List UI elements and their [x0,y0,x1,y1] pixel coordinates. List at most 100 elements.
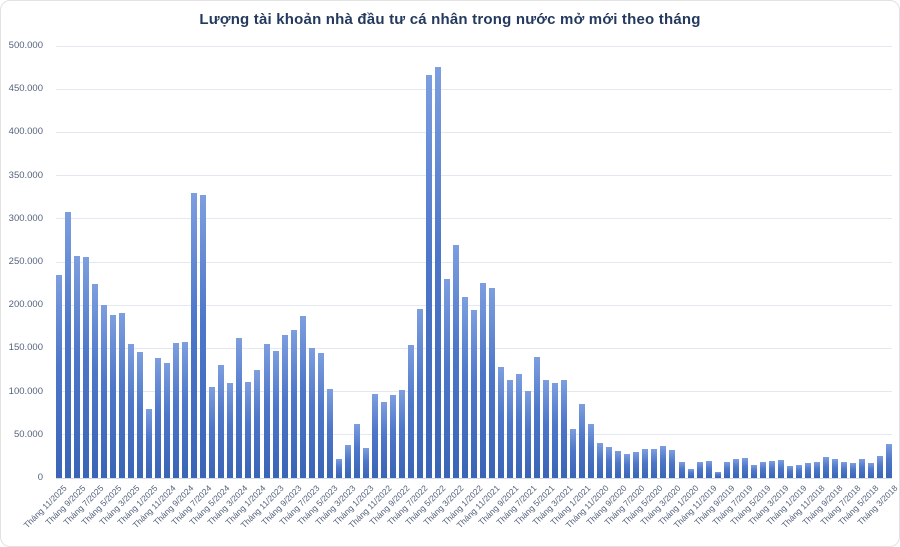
bar [669,450,676,478]
bar [380,401,387,478]
bar [480,282,487,478]
bar [92,283,99,478]
gridline [56,477,892,479]
bar [398,389,405,478]
gridline [56,175,892,177]
bar [732,459,739,478]
y-axis-tick-label: 450.000 [8,83,43,95]
chart-title: Lượng tài khoản nhà đầu tư cá nhân trong… [199,11,701,28]
bar [849,463,856,478]
bar [317,352,324,478]
gridline [56,131,892,133]
bar [326,389,333,478]
bar [723,461,730,478]
bar [218,364,225,478]
bar [344,445,351,478]
gridline [56,45,892,47]
bar [362,447,369,478]
bar [56,274,62,478]
bar [624,453,631,478]
bar [209,387,216,478]
bar [74,255,81,478]
bar [489,287,496,478]
bar [759,462,766,478]
bar [678,462,685,478]
bar [443,279,450,478]
bar [597,442,604,478]
bar [867,463,874,478]
bar [452,244,459,478]
bar [353,423,360,478]
bar [263,344,270,478]
bar [498,366,505,478]
bar [137,351,144,478]
gridline [56,88,892,90]
bar [813,461,820,478]
bar [660,446,667,478]
bar [876,455,883,478]
bar [840,461,847,478]
plot-area [56,45,892,479]
bar [795,465,802,478]
bar [786,465,793,478]
bar [804,463,811,478]
bar [525,390,532,478]
bar [552,382,559,478]
bar [200,194,207,478]
bar [696,461,703,478]
y-axis-tick-label: 100.000 [8,385,43,397]
bar [434,66,441,478]
bar [886,444,892,478]
bar [705,460,712,478]
bar [83,256,90,478]
bar [416,308,423,478]
bar [119,312,126,478]
bar [750,465,757,478]
bar [245,382,252,478]
bar [534,357,541,478]
bar [182,342,189,478]
y-axis-tick-label: 400.000 [8,126,43,138]
bar [425,75,432,478]
bar [516,374,523,478]
bar [308,348,315,478]
bar [471,310,477,478]
bar [254,370,261,478]
bar [651,448,658,478]
bar [561,380,568,478]
bar [191,192,198,478]
y-axis-tick-label: 500.000 [8,40,43,51]
y-axis-tick-label: 200.000 [8,299,43,311]
bar [858,459,865,478]
bar [831,459,838,478]
bar [588,423,595,478]
y-axis-tick-label: 50.000 [13,428,43,440]
y-axis-tick-label: 150.000 [8,342,43,354]
bar [290,330,297,478]
x-axis: Tháng 11/2025 Tháng 9/2025 Tháng 7/2025 Thá… [22,478,899,544]
bar [227,382,234,478]
bar [65,211,72,478]
bar [768,460,775,478]
bar [822,457,829,478]
bar [299,316,306,478]
y-axis-tick-label: 350.000 [8,169,43,181]
bar [110,314,117,478]
y-axis-tick-label: 250.000 [8,256,43,267]
bar [741,458,748,478]
bar [155,357,162,478]
bar [236,338,243,478]
bar [633,452,640,478]
bar [128,344,135,478]
gridline [56,261,892,263]
bar [281,335,288,478]
bar [615,451,622,478]
bar [335,459,342,478]
bar [101,305,108,478]
bar [461,296,468,478]
bar [272,351,279,478]
gridline [56,218,892,220]
bar [371,394,378,478]
bar [543,380,550,478]
